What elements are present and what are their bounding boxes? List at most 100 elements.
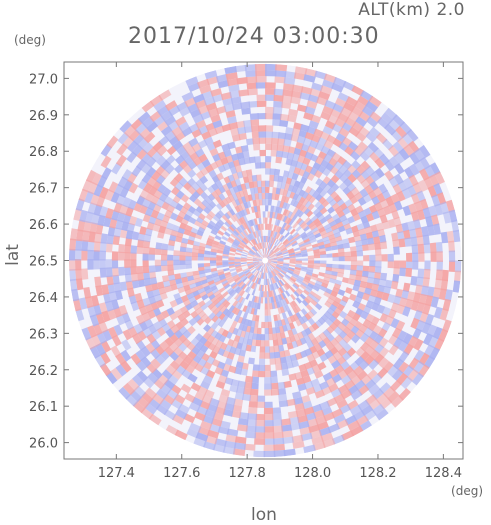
radar-cell — [257, 113, 266, 119]
x-tick-label: 127.6 — [163, 466, 200, 481]
radar-cell — [222, 260, 228, 263]
radar-cell — [398, 238, 405, 247]
radar-cell — [265, 125, 273, 131]
radar-cell — [259, 353, 265, 359]
radar-cell — [273, 426, 284, 433]
radar-cell — [173, 250, 180, 256]
radar-cell — [406, 253, 412, 262]
radar-cell — [255, 70, 266, 76]
radar-cell — [362, 244, 369, 251]
radar-cell — [296, 259, 302, 261]
radar-cell — [257, 95, 267, 101]
radar-cell — [265, 334, 270, 340]
radar-cell — [204, 263, 210, 267]
radar-cell — [256, 76, 267, 82]
radar-cell — [380, 241, 387, 249]
radar-cell — [455, 261, 462, 273]
radar-cell — [261, 322, 265, 328]
radar-cell — [268, 199, 272, 205]
radar-cell — [258, 125, 266, 131]
radar-cell — [254, 438, 265, 445]
radar-cell — [241, 108, 251, 115]
radar-cell — [238, 418, 249, 425]
y-tick-label: 26.0 — [29, 437, 58, 452]
radar-cell — [412, 253, 418, 262]
radar-cell — [246, 76, 257, 83]
radar-cell — [436, 242, 443, 253]
radar-cell — [265, 64, 277, 71]
radar-cell — [264, 346, 270, 352]
radar-cell — [149, 265, 156, 272]
radar-cell — [248, 407, 258, 414]
radar-cell — [161, 260, 167, 266]
radar-cell — [430, 243, 437, 254]
radar-cell — [251, 125, 259, 132]
radar-cell — [245, 64, 257, 71]
radar-cell — [245, 432, 256, 439]
radar-cell — [264, 353, 270, 359]
x-tick-label: 127.8 — [229, 466, 266, 481]
radar-cell — [130, 245, 137, 253]
radar-cell — [167, 260, 173, 266]
radar-cell — [265, 304, 268, 310]
radar-cell — [173, 260, 179, 266]
radar-cell — [269, 181, 274, 188]
radar-cell — [261, 181, 266, 187]
radar-cell — [363, 255, 369, 261]
radar-cell — [262, 199, 266, 205]
radar-cell — [265, 205, 268, 211]
radar-cell — [344, 265, 351, 271]
radar-cell — [93, 259, 99, 269]
radar-cell — [245, 70, 257, 77]
radar-cell — [388, 254, 394, 262]
y-tick-label: 26.8 — [29, 145, 58, 160]
radar-cell — [388, 261, 394, 269]
radar-cell — [264, 377, 271, 383]
radar-cell — [264, 439, 275, 445]
radar-cell — [69, 249, 76, 261]
y-tick-label: 26.1 — [29, 400, 58, 415]
y-tick-label: 26.3 — [29, 327, 58, 342]
radar-cell — [320, 254, 326, 258]
radar-cell — [275, 157, 282, 164]
radar-cell — [265, 162, 271, 168]
y-tick-label: 26.5 — [29, 255, 58, 270]
radar-cell — [254, 156, 261, 163]
radar-cell — [265, 340, 270, 346]
radar-cell — [264, 432, 275, 438]
radar-cell — [264, 371, 271, 377]
radar-cell — [273, 432, 284, 439]
radar-cell — [264, 426, 274, 432]
radar-cell — [261, 187, 265, 193]
radar-cell — [265, 156, 271, 162]
radar-cell — [167, 255, 173, 261]
radar-cell — [278, 394, 287, 401]
radar-cell — [264, 408, 273, 414]
radar-cell — [449, 261, 455, 273]
radar-cell — [245, 376, 253, 383]
radar-cell — [351, 256, 357, 262]
radar-cell — [449, 251, 455, 263]
radar-cells — [69, 64, 462, 457]
radar-cell — [265, 316, 269, 322]
radar-cell — [265, 187, 270, 193]
radar-cell — [274, 450, 286, 457]
radar-cell — [279, 400, 288, 407]
radar-cell — [418, 252, 424, 262]
y-tick-label: 26.4 — [29, 291, 58, 306]
radar-cell — [124, 259, 130, 268]
radar-cell — [256, 82, 267, 88]
y-tick-label: 26.6 — [29, 218, 58, 233]
radar-cell — [242, 151, 249, 158]
x-tick-label: 127.4 — [98, 466, 135, 481]
radar-cell — [437, 251, 443, 262]
radar-cell — [69, 269, 76, 281]
radar-cell — [112, 251, 118, 260]
radar-cell — [412, 261, 418, 270]
radar-cell — [259, 138, 266, 144]
radar-cell — [228, 260, 234, 262]
radar-cell — [279, 120, 288, 127]
radar-cell — [393, 246, 400, 254]
radar-cell — [424, 243, 431, 253]
radar-cell — [216, 260, 222, 263]
